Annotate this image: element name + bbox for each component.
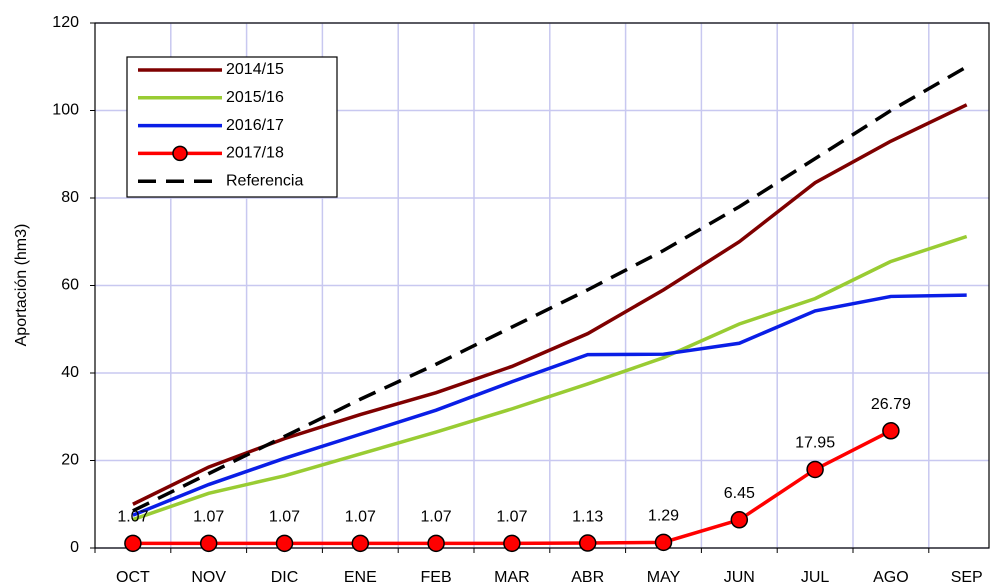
data-label: 1.07	[345, 509, 376, 526]
y-axis-label: Aportación (hm3)	[13, 224, 30, 347]
x-tick-label: SEP	[951, 569, 983, 586]
x-tick-label: ENE	[344, 569, 377, 586]
point	[351, 534, 370, 553]
x-tick-label: DIC	[271, 569, 299, 586]
x-tick-label: FEB	[421, 569, 452, 586]
point	[730, 511, 749, 529]
data-label: 1.07	[269, 509, 300, 526]
series-line	[132, 293, 967, 517]
data-label: 1.07	[421, 509, 452, 526]
point	[124, 534, 142, 553]
series-line	[132, 234, 968, 522]
data-label: 1.13	[572, 508, 603, 525]
legend-label: 2017/18	[226, 145, 284, 162]
y-tick-label: 80	[61, 189, 79, 206]
y-tick-label: 0	[70, 539, 79, 556]
data-label: 1.07	[193, 509, 224, 526]
point	[806, 460, 824, 479]
point	[503, 534, 521, 553]
legend-label: 2016/17	[226, 117, 284, 134]
legend-marker	[172, 145, 188, 162]
x-tick-label: OCT	[116, 569, 150, 586]
legend-label: Referencia	[226, 172, 303, 189]
data-label: 17.95	[795, 435, 835, 452]
y-tick-label: 120	[52, 14, 79, 31]
plot-frame	[94, 22, 990, 549]
y-tick-label: 20	[61, 452, 79, 469]
x-tick-label: ABR	[571, 569, 604, 586]
point	[427, 534, 445, 553]
x-tick-label: AGO	[873, 569, 909, 586]
x-tick-label: JUN	[724, 569, 755, 586]
legend-label: 2014/15	[226, 61, 284, 78]
point	[882, 422, 900, 440]
x-tick-label: MAR	[494, 569, 530, 586]
x-tick-label: NOV	[191, 569, 226, 586]
point	[199, 534, 218, 553]
data-label: 26.79	[871, 396, 911, 413]
point	[654, 533, 673, 552]
y-tick-label: 60	[61, 277, 79, 294]
point	[578, 534, 597, 552]
data-label: 1.07	[117, 509, 148, 526]
series-line	[132, 65, 968, 513]
data-label: 6.45	[724, 485, 755, 502]
data-label: 1.07	[496, 509, 527, 526]
x-tick-label: MAY	[647, 569, 681, 586]
y-tick-label: 100	[52, 102, 79, 119]
point	[275, 534, 294, 553]
legend-label: 2015/16	[226, 89, 284, 106]
x-tick-label: JUL	[801, 569, 830, 586]
data-label: 1.29	[648, 508, 679, 525]
y-tick-label: 40	[61, 364, 79, 381]
